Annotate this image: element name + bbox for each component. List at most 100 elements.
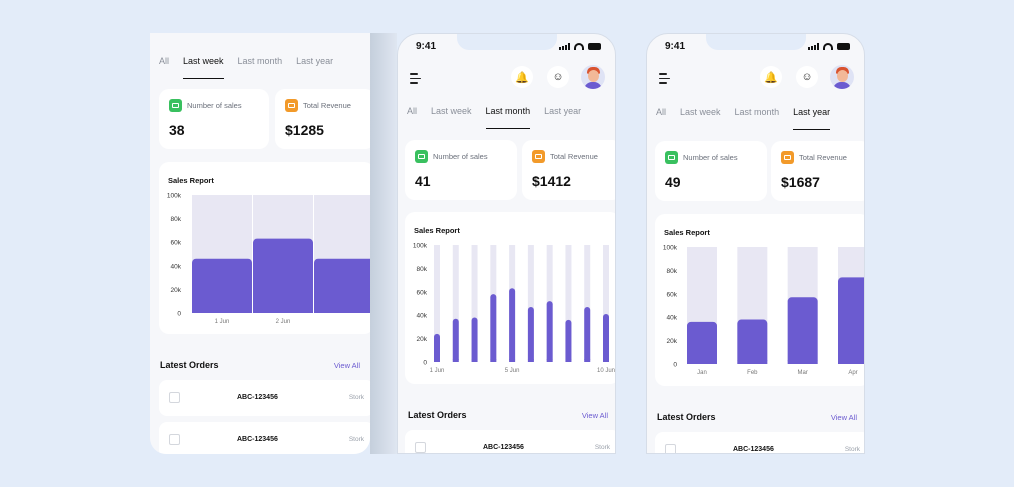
bar-base bbox=[314, 309, 370, 313]
bar-base bbox=[687, 360, 717, 364]
revenue-card[interactable]: Total Revenue $1412 bbox=[522, 140, 615, 200]
order-checkbox[interactable] bbox=[169, 392, 180, 403]
tab-last-year[interactable]: Last year bbox=[793, 103, 831, 130]
phone-screen-yearly: 9:41 🔔 ☺ All Last week Last month Last y… bbox=[646, 33, 865, 454]
avatar[interactable] bbox=[830, 65, 854, 89]
y-tick-label: 40k bbox=[667, 315, 678, 322]
y-tick-label: 40k bbox=[171, 263, 182, 270]
revenue-icon bbox=[781, 151, 794, 164]
chart-title: Sales Report bbox=[168, 176, 214, 185]
order-checkbox[interactable] bbox=[665, 444, 676, 453]
y-tick-label: 60k bbox=[417, 289, 428, 296]
menu-icon[interactable] bbox=[659, 73, 670, 84]
bell-icon[interactable]: 🔔 bbox=[760, 66, 782, 88]
status-bar: 9:41 bbox=[647, 34, 864, 60]
period-tabs: All Last week Last month Last year bbox=[398, 102, 615, 129]
orders-title: Latest Orders bbox=[657, 412, 716, 422]
x-tick-label: Feb bbox=[747, 370, 758, 376]
sales-label: Number of sales bbox=[433, 152, 488, 161]
view-all-link[interactable]: View All bbox=[333, 361, 360, 370]
order-row[interactable]: ABC-123456 Stork bbox=[159, 422, 370, 454]
chart-title: Sales Report bbox=[664, 228, 710, 237]
revenue-value: $1687 bbox=[781, 174, 820, 190]
chat-icon[interactable]: ☺ bbox=[796, 66, 818, 88]
x-tick-label: 2 Jun bbox=[276, 319, 291, 325]
sales-chart: 0 20k 40k 60k 80k 100k 1 Jun 2 Jun bbox=[167, 193, 370, 325]
sales-count-card[interactable]: Number of sales 49 bbox=[655, 141, 767, 201]
bar-base bbox=[452, 359, 459, 362]
orders-header: Latest Orders View All bbox=[408, 410, 608, 424]
tab-last-week[interactable]: Last week bbox=[183, 52, 224, 79]
tab-last-year[interactable]: Last year bbox=[296, 56, 334, 66]
wifi-icon bbox=[574, 43, 584, 50]
tab-all[interactable]: All bbox=[407, 106, 418, 116]
revenue-card[interactable]: Total Revenue $1687 bbox=[771, 141, 864, 201]
sales-report-card: Sales Report 0 20k 40k 60k 80k 100k Jan Feb Mar A… bbox=[655, 214, 864, 386]
tab-last-month[interactable]: Last month bbox=[734, 107, 780, 117]
revenue-label: Total Revenue bbox=[799, 153, 847, 162]
sales-count-card[interactable]: Number of sales 38 bbox=[159, 89, 269, 149]
revenue-label: Total Revenue bbox=[303, 101, 351, 110]
bar-track bbox=[565, 245, 572, 362]
y-tick-label: 100k bbox=[413, 243, 428, 250]
y-tick-label: 20k bbox=[171, 287, 182, 294]
order-row[interactable]: ABC-123456 Stork bbox=[655, 432, 864, 453]
sales-count-card[interactable]: Number of sales 41 bbox=[405, 140, 517, 200]
tab-all[interactable]: All bbox=[656, 107, 667, 117]
sales-label: Number of sales bbox=[187, 101, 242, 110]
tab-last-week[interactable]: Last week bbox=[680, 107, 721, 117]
bar bbox=[471, 317, 478, 362]
tab-last-month[interactable]: Last month bbox=[237, 56, 283, 66]
bar bbox=[603, 314, 609, 362]
bar bbox=[253, 238, 313, 313]
bar-track bbox=[603, 245, 609, 362]
period-tabs: All Last week Last month Last year bbox=[647, 103, 864, 130]
y-tick-label: 100k bbox=[663, 245, 678, 252]
status-time: 9:41 bbox=[416, 41, 437, 52]
order-row[interactable]: ABC-123456 Stork bbox=[159, 380, 370, 416]
status-time: 9:41 bbox=[665, 41, 686, 52]
bar bbox=[527, 307, 534, 362]
revenue-value: $1412 bbox=[532, 173, 571, 189]
bar bbox=[838, 277, 864, 364]
tab-last-month[interactable]: Last month bbox=[485, 102, 530, 129]
y-tick-label: 60k bbox=[171, 240, 182, 247]
bar-base bbox=[192, 309, 252, 313]
avatar[interactable] bbox=[581, 65, 605, 89]
order-checkbox[interactable] bbox=[169, 434, 180, 445]
view-all-link[interactable]: View All bbox=[830, 413, 857, 422]
period-tabs: All Last week Last month Last year bbox=[150, 52, 370, 79]
revenue-icon bbox=[532, 150, 545, 163]
bar bbox=[737, 319, 768, 364]
y-tick-label: 0 bbox=[423, 360, 427, 367]
chart-title: Sales Report bbox=[414, 226, 460, 235]
bar-base bbox=[737, 360, 768, 364]
menu-icon[interactable] bbox=[410, 73, 421, 84]
tab-last-year[interactable]: Last year bbox=[544, 106, 582, 116]
order-id: ABC-123456 bbox=[483, 444, 524, 451]
order-row[interactable]: ABC-123456 Stork bbox=[405, 430, 615, 453]
order-checkbox[interactable] bbox=[415, 442, 426, 453]
bar bbox=[509, 288, 516, 362]
tab-last-week[interactable]: Last week bbox=[431, 106, 472, 116]
bell-icon[interactable]: 🔔 bbox=[511, 66, 533, 88]
tab-all[interactable]: All bbox=[159, 56, 170, 66]
bar-track bbox=[434, 245, 440, 362]
revenue-label: Total Revenue bbox=[550, 152, 598, 161]
phone-screen-monthly: 9:41 🔔 ☺ All Last week Last month Last y… bbox=[397, 33, 616, 454]
bar-base bbox=[603, 359, 609, 362]
bar-base bbox=[565, 359, 572, 362]
x-tick-label: Jan bbox=[697, 370, 707, 376]
order-id: ABC-123456 bbox=[237, 394, 278, 401]
x-tick-label: 1 Jun bbox=[430, 368, 445, 374]
chat-icon[interactable]: ☺ bbox=[547, 66, 569, 88]
view-all-link[interactable]: View All bbox=[581, 411, 608, 420]
y-tick-label: 80k bbox=[171, 216, 182, 223]
y-tick-label: 80k bbox=[417, 266, 428, 273]
orders-header: Latest Orders View All bbox=[657, 412, 857, 426]
revenue-card[interactable]: Total Revenue $1285 bbox=[275, 89, 370, 149]
y-tick-label: 0 bbox=[673, 362, 677, 369]
phone-screen-weekly: All Last week Last month Last year Numbe… bbox=[150, 33, 370, 454]
bar-track bbox=[452, 245, 459, 362]
revenue-icon bbox=[285, 99, 298, 112]
